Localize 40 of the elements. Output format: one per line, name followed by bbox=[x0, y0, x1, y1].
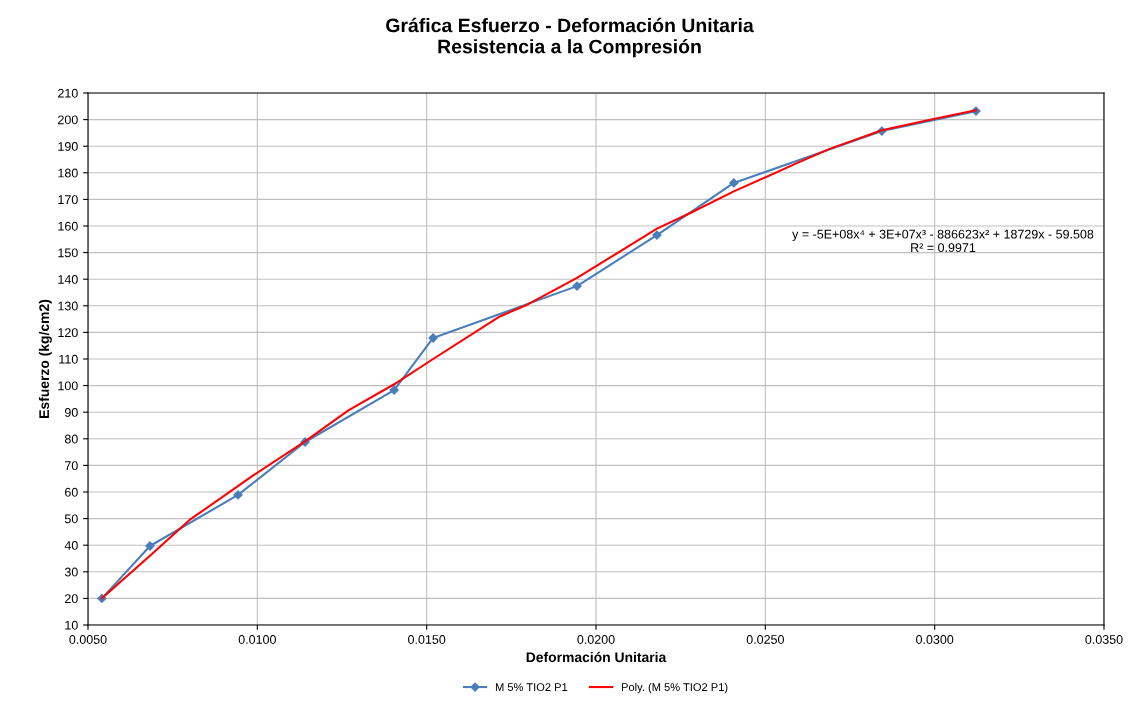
y-tick-label: 30 bbox=[64, 567, 78, 577]
y-tick-label: 190 bbox=[58, 142, 78, 151]
y-axis-title: Esfuerzo (kg/cm2) bbox=[38, 299, 52, 418]
x-tick-label: 0.0100 bbox=[238, 635, 276, 644]
x-tick-label: 0.0050 bbox=[69, 635, 107, 644]
legend-label: M 5% TIO2 P1 bbox=[495, 683, 568, 692]
y-tick-label: 200 bbox=[58, 115, 78, 125]
y-tick-label: 50 bbox=[64, 514, 78, 524]
point bbox=[572, 281, 582, 291]
x-tick-label: 0.0250 bbox=[746, 635, 784, 644]
x-tick-label: 0.0150 bbox=[408, 635, 446, 644]
point bbox=[233, 490, 243, 500]
x-axis-title: Deformación Unitaria bbox=[526, 651, 667, 663]
y-tick-label: 110 bbox=[59, 354, 78, 364]
y-tick-label: 170 bbox=[58, 195, 78, 205]
x-tick-label: 0.0350 bbox=[1085, 635, 1123, 644]
y-tick-label: 180 bbox=[58, 168, 78, 178]
y-tick-label: 90 bbox=[64, 408, 78, 417]
point bbox=[652, 230, 662, 240]
y-tick-label: 150 bbox=[58, 248, 78, 258]
point bbox=[428, 333, 438, 343]
y-tick-label: 160 bbox=[58, 221, 78, 231]
y-tick-label: 130 bbox=[58, 301, 78, 311]
y-tick-label: 100 bbox=[58, 381, 78, 391]
annotation: y = -5E+08x⁴ + 3E+07x³ - 886623x² + 18729x - 59.508 R² = 0.9971 bbox=[792, 229, 1094, 253]
y-tick-label: 10 bbox=[65, 620, 78, 630]
y-tick-label: 60 bbox=[65, 487, 78, 497]
y-tick-label: 120 bbox=[58, 328, 78, 338]
point bbox=[729, 178, 739, 188]
chart-title: Gráfica Esfuerzo - Deformación Unitaria Resistencia a la Compresión bbox=[386, 17, 754, 58]
y-tick-label: 40 bbox=[64, 541, 78, 550]
y-tick-label: 140 bbox=[58, 275, 78, 284]
x-tick-label: 0.0300 bbox=[916, 635, 954, 644]
y-tick-label: 70 bbox=[65, 461, 78, 471]
y-tick-label: 210 bbox=[58, 88, 78, 98]
legend-label: Poly. (M 5% TIO2 P1) bbox=[621, 682, 728, 694]
point bbox=[389, 385, 399, 395]
x-tick-label: 0.0200 bbox=[577, 635, 615, 644]
y-tick-label: 80 bbox=[64, 434, 78, 444]
y-tick-label: 20 bbox=[65, 594, 78, 604]
